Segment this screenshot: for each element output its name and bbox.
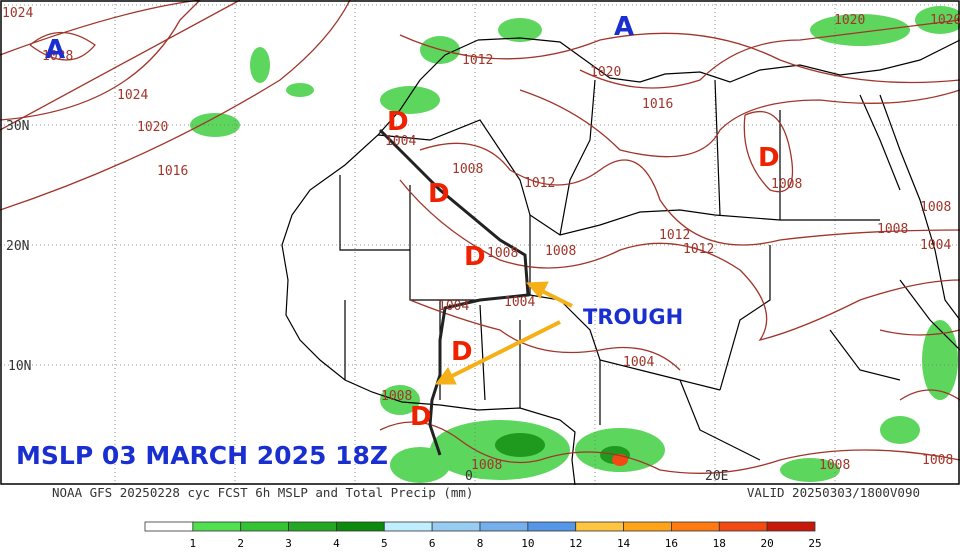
isobars xyxy=(0,0,960,474)
legend-label: 8 xyxy=(477,537,484,550)
legend-label: 10 xyxy=(521,537,534,550)
legend-label: 18 xyxy=(713,537,726,550)
isobar-label: 1012 xyxy=(659,228,690,243)
legend-label: 14 xyxy=(617,537,631,550)
isobar-label: 1004 xyxy=(438,299,469,314)
legend-swatch xyxy=(144,521,194,532)
isobar-label: 1024 xyxy=(2,6,33,21)
high-pressure-label: A xyxy=(45,35,65,65)
map-title: MSLP 03 MARCH 2025 18Z xyxy=(16,441,388,470)
isobar-label: 1004 xyxy=(504,295,535,310)
low-pressure-label: D xyxy=(451,337,473,367)
legend-label: 4 xyxy=(333,537,340,550)
low-pressure-label: D xyxy=(758,143,780,173)
isobar-label: 1008 xyxy=(471,458,502,473)
legend-label: 12 xyxy=(569,537,582,550)
footer-right: VALID 20250303/1800V090 xyxy=(747,485,920,500)
legend-swatch xyxy=(671,521,720,532)
legend-label: 20 xyxy=(761,537,774,550)
legend-label: 2 xyxy=(237,537,244,550)
latitude-label: 10N xyxy=(8,359,31,374)
isobar-label: 1020 xyxy=(930,13,960,28)
legend-swatch xyxy=(575,521,624,532)
legend-swatch xyxy=(623,521,672,532)
isobar-label: 1008 xyxy=(545,244,576,259)
legend-label: 16 xyxy=(665,537,678,550)
isobar-label: 1004 xyxy=(920,238,951,253)
legend-swatch xyxy=(718,521,768,532)
legend-swatch xyxy=(192,521,242,532)
isobar-label: 1008 xyxy=(381,389,412,404)
longitude-label: 0 xyxy=(465,469,473,484)
legend-label: 6 xyxy=(429,537,436,550)
isobar-label: 1012 xyxy=(462,53,493,68)
annotation: TROUGH xyxy=(583,305,683,329)
trough-arrows xyxy=(435,281,573,385)
legend-swatch xyxy=(288,521,337,532)
isobar-label: 1012 xyxy=(683,242,714,257)
footer-left: NOAA GFS 20250228 cyc FCST 6h MSLP and T… xyxy=(52,485,473,500)
isobar-label: 1016 xyxy=(642,97,673,112)
legend-swatch xyxy=(479,521,529,532)
isobar-label: 1012 xyxy=(524,176,555,191)
low-pressure-label: D xyxy=(464,242,486,272)
legend-label: 3 xyxy=(285,537,292,550)
isobar-label: 1008 xyxy=(922,453,953,468)
high-pressure-label: A xyxy=(614,12,634,42)
isobar-label: 1004 xyxy=(623,355,654,370)
isobar-label: 1028 xyxy=(42,49,73,64)
isobar-label: 1020 xyxy=(834,13,865,28)
legend-swatch xyxy=(336,521,385,532)
isobar-label: 1008 xyxy=(877,222,908,237)
map-area xyxy=(0,0,960,486)
latitude-label: 20N xyxy=(6,239,29,254)
longitude-label: 20E xyxy=(705,469,728,484)
legend-swatch xyxy=(383,521,433,532)
isobar-label: 1016 xyxy=(157,164,188,179)
legend-label: 25 xyxy=(808,537,821,550)
isobar-label: 1020 xyxy=(137,120,168,135)
graticule xyxy=(0,0,960,485)
legend-swatch xyxy=(527,521,577,532)
trough-line xyxy=(378,128,530,456)
precip xyxy=(190,6,960,483)
low-pressure-label: D xyxy=(410,402,432,432)
legend-swatch xyxy=(431,521,481,532)
low-pressure-label: D xyxy=(387,107,409,137)
isobar-label: 1008 xyxy=(771,177,802,192)
isobar-label: 1008 xyxy=(487,246,518,261)
legend-label: 5 xyxy=(381,537,388,550)
isobar-label: 1008 xyxy=(452,162,483,177)
map-border xyxy=(0,0,960,485)
isobar-label: 1024 xyxy=(117,88,148,103)
isobar-label: 1004 xyxy=(385,134,416,149)
legend-label: 1 xyxy=(190,537,197,550)
legend-swatch xyxy=(766,521,816,532)
labels: 30N 20N 10N 0 20E 1024 1028 1024 1020 1016 1012 102… xyxy=(2,6,960,500)
isobar-label: 1008 xyxy=(920,200,951,215)
legend-swatch xyxy=(240,521,289,532)
low-pressure-label: D xyxy=(428,179,450,209)
latitude-label: 30N xyxy=(6,119,29,134)
legend: 1 2 3 4 5 6 8 10 12 14 16 18 20 25 xyxy=(144,521,822,550)
isobar-label: 1008 xyxy=(819,458,850,473)
isobar-label: 1020 xyxy=(590,65,621,80)
